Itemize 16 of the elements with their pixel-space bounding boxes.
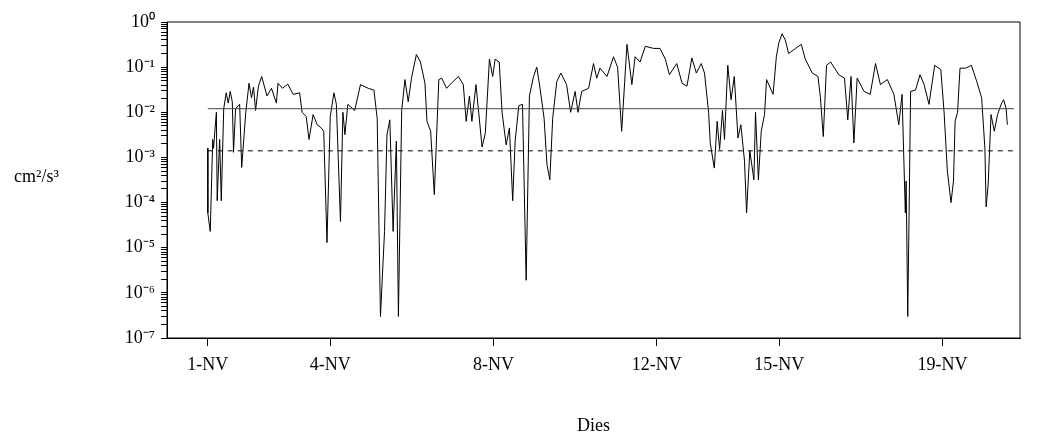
x-tick-label: 1-NV	[187, 353, 229, 374]
y-tick-label: 10⁻⁶	[124, 281, 155, 302]
x-axis-title: Dies	[577, 414, 610, 435]
y-tick-label: 10⁻¹	[125, 55, 155, 76]
y-tick-label: 10⁻⁷	[124, 326, 155, 347]
y-tick-label: 10⁻²	[125, 101, 155, 122]
y-tick-label: 10⁻⁴	[124, 191, 155, 212]
x-tick-label: 15-NV	[754, 353, 805, 374]
x-tick-label: 8-NV	[473, 353, 515, 374]
x-tick-label: 12-NV	[631, 353, 682, 374]
y-axis-title: cm²/s³	[14, 166, 59, 187]
x-tick-label: 19-NV	[917, 353, 968, 374]
y-tick-label: 10⁻³	[125, 146, 156, 167]
x-tick-label: 4-NV	[309, 353, 351, 374]
y-tick-label: 10⁻⁵	[124, 236, 155, 257]
y-tick-label: 10⁰	[131, 10, 155, 31]
